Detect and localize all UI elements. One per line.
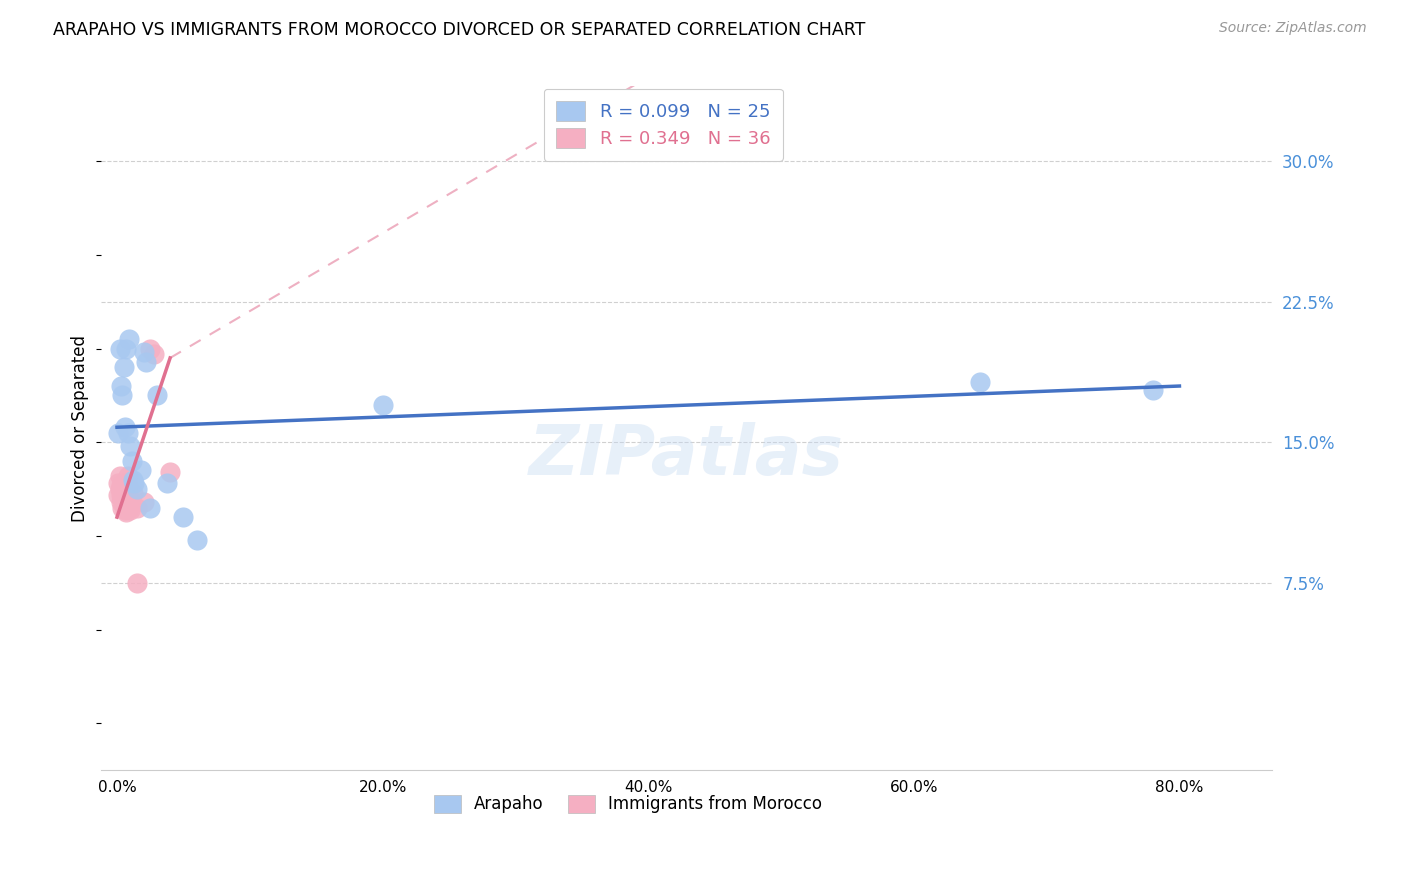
Point	[108, 342, 131, 356]
Point	[111, 388, 134, 402]
Point	[122, 476, 145, 491]
Point	[122, 473, 145, 487]
Point	[115, 483, 138, 498]
Point	[371, 398, 394, 412]
Point	[117, 488, 139, 502]
Point	[146, 388, 169, 402]
Point	[143, 347, 166, 361]
Point	[139, 500, 162, 515]
Point	[108, 482, 131, 496]
Point	[112, 497, 135, 511]
Point	[120, 495, 142, 509]
Point	[111, 491, 134, 506]
Point	[110, 379, 132, 393]
Point	[132, 345, 155, 359]
Point	[114, 502, 136, 516]
Point	[117, 425, 139, 440]
Point	[117, 469, 139, 483]
Point	[117, 478, 139, 492]
Point	[120, 502, 142, 516]
Point	[135, 354, 157, 368]
Text: ARAPAHO VS IMMIGRANTS FROM MOROCCO DIVORCED OR SEPARATED CORRELATION CHART: ARAPAHO VS IMMIGRANTS FROM MOROCCO DIVOR…	[53, 21, 866, 38]
Point	[112, 476, 135, 491]
Point	[115, 476, 138, 491]
Point	[108, 469, 131, 483]
Point	[969, 376, 991, 390]
Point	[114, 420, 136, 434]
Legend: Arapaho, Immigrants from Morocco: Arapaho, Immigrants from Morocco	[423, 785, 832, 823]
Point	[110, 478, 132, 492]
Point	[115, 491, 138, 506]
Point	[112, 488, 135, 502]
Point	[159, 465, 181, 479]
Point	[156, 476, 179, 491]
Point	[107, 488, 129, 502]
Point	[118, 493, 141, 508]
Point	[114, 488, 136, 502]
Point	[139, 342, 162, 356]
Point	[121, 454, 143, 468]
Point	[172, 510, 194, 524]
Point	[115, 497, 138, 511]
Point	[129, 463, 152, 477]
Point	[110, 495, 132, 509]
Point	[115, 504, 138, 518]
Point	[111, 482, 134, 496]
Point	[125, 575, 148, 590]
Point	[111, 500, 134, 515]
Text: Source: ZipAtlas.com: Source: ZipAtlas.com	[1219, 21, 1367, 35]
Point	[118, 332, 141, 346]
Point	[115, 342, 138, 356]
Point	[186, 533, 208, 547]
Point	[107, 476, 129, 491]
Point	[114, 495, 136, 509]
Point	[1142, 383, 1164, 397]
Point	[118, 500, 141, 515]
Text: ZIPatlas: ZIPatlas	[529, 422, 844, 489]
Point	[120, 439, 142, 453]
Point	[125, 500, 148, 515]
Y-axis label: Divorced or Separated: Divorced or Separated	[72, 334, 89, 522]
Point	[112, 360, 135, 375]
Point	[107, 425, 129, 440]
Point	[125, 482, 148, 496]
Point	[122, 485, 145, 500]
Point	[114, 478, 136, 492]
Point	[132, 495, 155, 509]
Point	[110, 488, 132, 502]
